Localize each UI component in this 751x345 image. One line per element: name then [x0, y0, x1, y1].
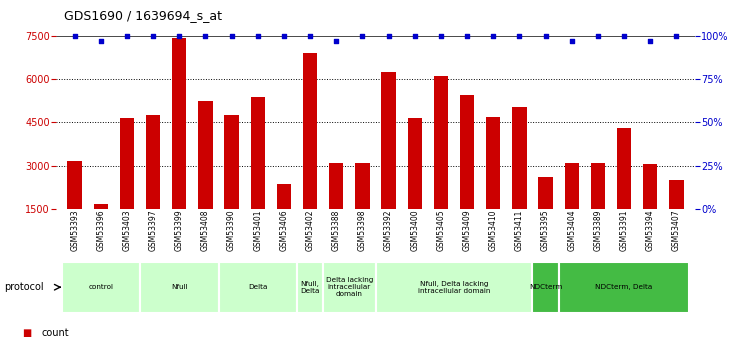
Point: [304, 33, 316, 39]
Text: NDCterm: NDCterm: [529, 284, 562, 290]
Text: Delta: Delta: [248, 284, 267, 290]
Point: [147, 33, 159, 39]
Bar: [329, 163, 343, 252]
Text: GSM53403: GSM53403: [122, 210, 131, 252]
Text: GSM53393: GSM53393: [70, 210, 79, 252]
Bar: [565, 163, 579, 252]
Text: control: control: [89, 284, 113, 290]
Bar: [355, 163, 369, 252]
Point: [487, 33, 499, 39]
Bar: [538, 177, 553, 252]
Bar: [251, 97, 265, 252]
Point: [539, 33, 551, 39]
Point: [644, 39, 656, 44]
Bar: [617, 128, 632, 252]
Text: GSM53390: GSM53390: [227, 210, 236, 252]
Text: GSM53404: GSM53404: [567, 210, 576, 252]
Text: GSM53396: GSM53396: [96, 210, 105, 252]
Bar: [669, 180, 683, 252]
Text: GSM53394: GSM53394: [646, 210, 655, 252]
Text: NDCterm, Delta: NDCterm, Delta: [596, 284, 653, 290]
Point: [200, 33, 212, 39]
Text: ■: ■: [23, 328, 32, 338]
Text: Nfull, Delta lacking
intracellular domain: Nfull, Delta lacking intracellular domai…: [418, 281, 490, 294]
Point: [592, 33, 604, 39]
Text: GSM53399: GSM53399: [175, 210, 184, 252]
FancyBboxPatch shape: [376, 262, 532, 313]
Point: [121, 33, 133, 39]
FancyBboxPatch shape: [559, 262, 689, 313]
Text: GDS1690 / 1639694_s_at: GDS1690 / 1639694_s_at: [64, 9, 222, 22]
Text: Nfull,
Delta: Nfull, Delta: [300, 281, 320, 294]
Bar: [276, 184, 291, 252]
Point: [173, 33, 185, 39]
Text: GSM53401: GSM53401: [253, 210, 262, 251]
Text: Nfull: Nfull: [171, 284, 188, 290]
Point: [330, 39, 342, 44]
Text: GSM53388: GSM53388: [332, 210, 341, 251]
Text: GSM53407: GSM53407: [672, 210, 681, 252]
Point: [225, 33, 237, 39]
FancyBboxPatch shape: [219, 262, 297, 313]
Point: [618, 33, 630, 39]
Bar: [512, 107, 526, 252]
Bar: [486, 117, 500, 252]
Text: protocol: protocol: [4, 282, 44, 292]
Text: GSM53408: GSM53408: [201, 210, 210, 251]
Text: GSM53410: GSM53410: [489, 210, 498, 251]
Point: [409, 33, 421, 39]
Text: GSM53398: GSM53398: [358, 210, 367, 251]
FancyBboxPatch shape: [140, 262, 219, 313]
Bar: [591, 163, 605, 252]
Text: GSM53409: GSM53409: [463, 210, 472, 252]
Text: GSM53395: GSM53395: [541, 210, 550, 252]
Point: [357, 33, 369, 39]
Point: [566, 39, 578, 44]
Bar: [68, 161, 82, 252]
FancyBboxPatch shape: [297, 262, 323, 313]
Text: GSM53397: GSM53397: [149, 210, 158, 252]
Bar: [460, 95, 475, 252]
Text: GSM53406: GSM53406: [279, 210, 288, 252]
Bar: [408, 118, 422, 252]
Bar: [225, 115, 239, 252]
Point: [514, 33, 526, 39]
Text: GSM53392: GSM53392: [384, 210, 393, 251]
Text: count: count: [41, 328, 69, 338]
Point: [382, 33, 394, 39]
Bar: [303, 53, 317, 252]
Text: GSM53400: GSM53400: [410, 210, 419, 252]
Point: [252, 33, 264, 39]
Bar: [94, 204, 108, 252]
Point: [461, 33, 473, 39]
Bar: [434, 77, 448, 252]
Bar: [172, 38, 186, 252]
Text: GSM53411: GSM53411: [515, 210, 524, 251]
Bar: [643, 164, 657, 252]
Text: GSM53391: GSM53391: [620, 210, 629, 251]
Bar: [146, 115, 160, 252]
Text: GSM53405: GSM53405: [436, 210, 445, 252]
Point: [671, 33, 683, 39]
FancyBboxPatch shape: [323, 262, 376, 313]
FancyBboxPatch shape: [532, 262, 559, 313]
Text: Delta lacking
intracellular
domain: Delta lacking intracellular domain: [326, 277, 373, 297]
Point: [278, 33, 290, 39]
Text: GSM53389: GSM53389: [593, 210, 602, 251]
FancyBboxPatch shape: [62, 262, 140, 313]
Bar: [119, 118, 134, 252]
Bar: [198, 101, 213, 252]
Text: GSM53402: GSM53402: [306, 210, 315, 251]
Bar: [382, 72, 396, 252]
Point: [68, 33, 80, 39]
Point: [95, 39, 107, 44]
Point: [435, 33, 447, 39]
